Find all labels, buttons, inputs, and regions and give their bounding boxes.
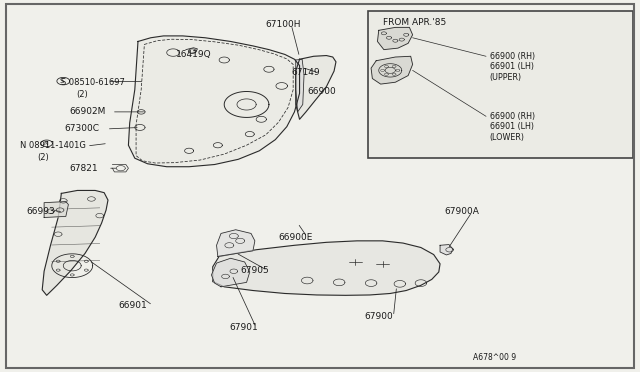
Text: N 08911-1401G: N 08911-1401G bbox=[20, 141, 86, 151]
Text: N: N bbox=[43, 141, 48, 146]
Polygon shape bbox=[371, 56, 413, 84]
Text: 67900: 67900 bbox=[365, 312, 394, 321]
Text: 66993: 66993 bbox=[26, 208, 55, 217]
Text: 67149: 67149 bbox=[291, 68, 320, 77]
Polygon shape bbox=[42, 190, 108, 295]
Polygon shape bbox=[296, 55, 336, 119]
Polygon shape bbox=[440, 244, 453, 255]
Polygon shape bbox=[216, 230, 255, 256]
Bar bbox=[368, 11, 633, 158]
Text: S 08510-61697: S 08510-61697 bbox=[61, 78, 125, 87]
Polygon shape bbox=[212, 241, 440, 295]
Text: S: S bbox=[60, 78, 64, 84]
Text: 67900A: 67900A bbox=[445, 208, 479, 217]
Text: (2): (2) bbox=[76, 90, 88, 99]
Text: FROM APR.'85: FROM APR.'85 bbox=[383, 18, 446, 27]
Text: 67901: 67901 bbox=[229, 323, 258, 332]
Polygon shape bbox=[129, 36, 300, 167]
Text: A678^00 9: A678^00 9 bbox=[473, 353, 516, 362]
Polygon shape bbox=[296, 59, 304, 112]
Text: 66900 (RH): 66900 (RH) bbox=[490, 52, 535, 61]
Text: 66901 (LH): 66901 (LH) bbox=[490, 122, 534, 131]
Text: 66900: 66900 bbox=[307, 87, 336, 96]
Text: 66900 (RH): 66900 (RH) bbox=[490, 112, 535, 121]
Text: 66900E: 66900E bbox=[278, 232, 313, 242]
Text: 66902M: 66902M bbox=[70, 108, 106, 116]
Text: (UPPER): (UPPER) bbox=[490, 73, 522, 81]
Text: (LOWER): (LOWER) bbox=[490, 132, 525, 142]
Text: 67905: 67905 bbox=[240, 266, 269, 275]
Text: 66901 (LH): 66901 (LH) bbox=[490, 62, 534, 71]
Polygon shape bbox=[44, 202, 68, 218]
Polygon shape bbox=[211, 258, 250, 287]
Text: 16419Q: 16419Q bbox=[176, 50, 212, 59]
Text: 67300C: 67300C bbox=[65, 124, 100, 134]
Text: 67100H: 67100H bbox=[266, 20, 301, 29]
Text: 66901: 66901 bbox=[119, 301, 148, 310]
Polygon shape bbox=[378, 28, 413, 49]
Text: (2): (2) bbox=[38, 153, 49, 161]
Text: 67821: 67821 bbox=[70, 164, 99, 173]
